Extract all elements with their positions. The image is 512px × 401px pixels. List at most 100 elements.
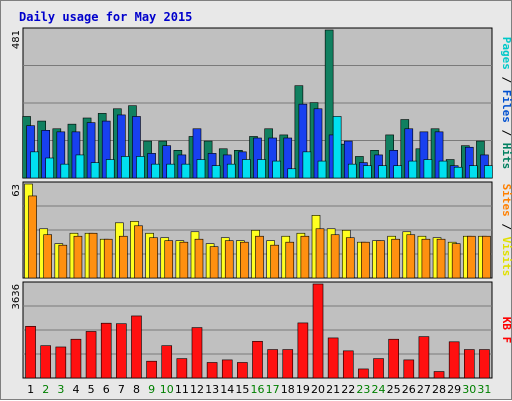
bar-sites-day-8 <box>134 225 143 279</box>
bar-sites-day-9 <box>149 237 158 279</box>
bar-pages-day-6 <box>105 159 115 179</box>
bar-pages-day-27 <box>423 159 433 179</box>
xtick-day-1: 1 <box>27 383 34 396</box>
bar-pages-day-29 <box>453 166 463 179</box>
bar-sites-day-6 <box>103 238 113 279</box>
legend-sites-visits: Sites / Visits <box>500 184 512 277</box>
xtick-day-13: 13 <box>205 383 219 396</box>
xtick-day-5: 5 <box>88 383 95 396</box>
bar-pages-day-9 <box>151 163 160 179</box>
xtick-day-7: 7 <box>118 383 125 396</box>
bar-pages-day-21 <box>332 116 342 179</box>
bar-sites-day-30 <box>467 235 476 279</box>
bar-pages-day-7 <box>121 156 130 179</box>
bar-pages-day-23 <box>363 165 372 179</box>
legend-item: / <box>500 123 512 143</box>
bar-pages-day-12 <box>196 159 206 179</box>
bar-sites-day-4 <box>73 235 83 279</box>
bar-sites-day-28 <box>436 238 446 279</box>
xtick-day-30: 30 <box>462 383 476 396</box>
xtick-day-11: 11 <box>175 383 189 396</box>
bar-kb-f-day-25 <box>388 338 399 379</box>
bar-kb-f-day-2 <box>40 345 51 379</box>
bar-kb-f-day-23 <box>358 368 369 379</box>
ytick-max-kbf: 3636 <box>11 284 22 309</box>
xtick-day-18: 18 <box>281 383 295 396</box>
bar-kb-f-day-27 <box>418 336 430 379</box>
bar-kb-f-day-1 <box>25 325 36 379</box>
xtick-day-31: 31 <box>477 383 491 396</box>
bar-kb-f-day-16 <box>252 340 263 379</box>
legend-item: / <box>500 70 512 90</box>
xtick-day-15: 15 <box>235 383 249 396</box>
xtick-day-9: 9 <box>148 383 155 396</box>
bar-kb-f-day-6 <box>100 322 112 379</box>
bar-sites-day-25 <box>391 238 400 279</box>
bar-pages-day-16 <box>257 159 266 179</box>
legend-item: Sites <box>500 184 512 217</box>
bar-pages-day-31 <box>484 165 493 179</box>
bar-kb-f-day-29 <box>448 341 460 379</box>
bar-sites-day-3 <box>58 244 68 279</box>
bar-sites-day-5 <box>88 232 98 279</box>
xtick-day-4: 4 <box>72 383 79 396</box>
bar-pages-day-14 <box>226 163 236 179</box>
bar-kb-f-day-11 <box>176 358 188 379</box>
xtick-day-27: 27 <box>417 383 431 396</box>
bar-pages-day-20 <box>317 160 327 179</box>
bar-pages-day-26 <box>408 160 418 179</box>
bar-sites-day-11 <box>179 241 189 279</box>
bar-pages-day-10 <box>166 163 176 179</box>
bar-sites-day-10 <box>164 240 174 279</box>
xtick-day-19: 19 <box>296 383 310 396</box>
bar-kb-f-day-7 <box>116 323 127 379</box>
xtick-day-28: 28 <box>432 383 446 396</box>
bar-sites-day-26 <box>406 234 416 279</box>
bar-kb-f-day-14 <box>221 359 233 379</box>
bar-pages-day-18 <box>287 168 297 179</box>
xtick-day-14: 14 <box>220 383 234 396</box>
bar-pages-day-2 <box>45 157 54 179</box>
legend-pages-files-hits: Pages / Files / Hits <box>500 37 512 170</box>
xtick-day-12: 12 <box>190 383 204 396</box>
bar-kb-f-day-8 <box>131 315 142 379</box>
bar-sites-day-2 <box>43 234 52 279</box>
xtick-day-3: 3 <box>57 383 64 396</box>
bar-pages-day-17 <box>272 160 281 179</box>
bar-kb-f-day-24 <box>373 358 384 379</box>
bar-kb-f-day-28 <box>433 371 445 379</box>
bar-kb-f-day-31 <box>479 349 490 379</box>
bar-kb-f-day-5 <box>85 331 97 379</box>
bar-sites-day-21 <box>330 234 340 279</box>
bar-sites-day-23 <box>361 241 370 279</box>
bar-kb-f-day-9 <box>146 360 157 379</box>
bar-pages-day-19 <box>302 151 312 179</box>
bar-pages-day-3 <box>60 163 70 179</box>
bar-pages-day-24 <box>378 165 387 179</box>
bar-pages-day-1 <box>30 151 39 179</box>
xtick-day-23: 23 <box>356 383 370 396</box>
xtick-day-22: 22 <box>341 383 355 396</box>
bar-kb-f-day-20 <box>312 283 324 379</box>
bar-sites-day-13 <box>209 246 219 279</box>
bar-sites-day-18 <box>285 241 295 279</box>
bar-sites-day-14 <box>224 240 234 279</box>
bar-sites-day-31 <box>482 235 491 279</box>
bar-sites-day-15 <box>240 241 249 279</box>
bar-pages-day-5 <box>90 162 100 179</box>
chart-title: Daily usage for May 2015 <box>19 10 192 24</box>
legend-item: / <box>500 217 512 237</box>
xtick-day-6: 6 <box>103 383 110 396</box>
bar-kb-f-day-22 <box>342 350 354 379</box>
bar-pages-day-11 <box>181 163 191 179</box>
bar-kb-f-day-10 <box>161 345 173 379</box>
bar-pages-day-13 <box>211 165 221 179</box>
bar-kb-f-day-19 <box>297 322 309 379</box>
bar-kb-f-day-3 <box>55 346 67 379</box>
xtick-day-16: 16 <box>251 383 265 396</box>
xtick-day-17: 17 <box>266 383 280 396</box>
bar-sites-day-1 <box>28 195 37 279</box>
bar-sites-day-12 <box>194 238 204 279</box>
xtick-day-25: 25 <box>387 383 401 396</box>
